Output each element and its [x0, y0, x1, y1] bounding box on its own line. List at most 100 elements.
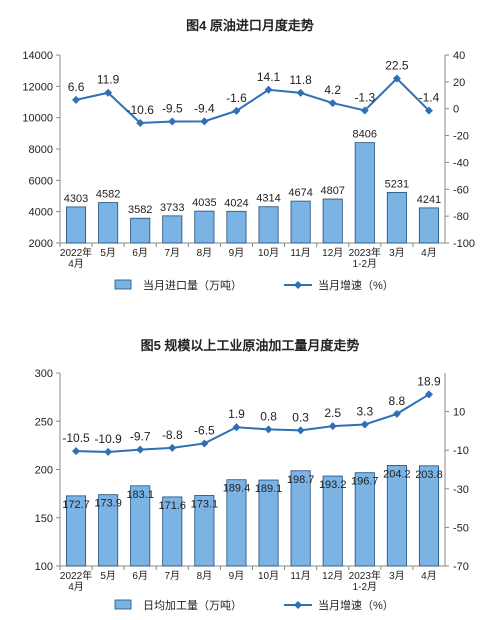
- value-label: 172.7: [62, 499, 90, 511]
- value-label: 173.9: [94, 498, 122, 510]
- bar: [226, 479, 247, 567]
- y-tick-label: 150: [35, 513, 53, 525]
- chart-panel: 图4 原油进口月度走势 2000 4000 6000 8000 10000 12000 140…: [22, 18, 475, 292]
- line-point: [136, 445, 145, 454]
- value-label: -9.5: [162, 101, 183, 115]
- bar: [226, 210, 247, 244]
- value-label: 198.7: [287, 474, 315, 486]
- legend-label: 当月增速（%）: [318, 598, 394, 612]
- value-label: 4024: [224, 197, 248, 209]
- y2-tick-label: 0: [453, 104, 459, 116]
- line-point: [168, 443, 177, 452]
- x-tick-label: 10月: [257, 571, 280, 582]
- y-tick-label: 10000: [22, 113, 53, 125]
- line-point: [424, 390, 433, 399]
- x-tick-label: 8月: [196, 248, 213, 259]
- value-label: 3733: [160, 202, 184, 214]
- bar: [386, 465, 407, 567]
- value-label: 4807: [320, 185, 344, 197]
- x-tick-label: 9月: [228, 248, 245, 259]
- value-label: 171.6: [159, 500, 187, 512]
- y-tick-label: 200: [35, 465, 53, 477]
- value-label: 189.4: [223, 483, 251, 495]
- line-point: [296, 88, 305, 97]
- bar: [130, 217, 151, 244]
- bar: [98, 494, 119, 567]
- value-label: 4582: [96, 189, 120, 201]
- bar: [354, 472, 375, 567]
- line-series: [76, 393, 430, 453]
- bar: [258, 479, 279, 567]
- y2-tick-label: 20: [453, 77, 465, 89]
- y2-tick-label: -80: [453, 211, 469, 223]
- x-tick-label: 11月: [290, 571, 311, 582]
- line-point: [296, 426, 305, 435]
- y2-tick-label: -60: [453, 184, 469, 196]
- value-label: 5231: [385, 178, 409, 190]
- bar: [290, 470, 311, 567]
- line-point: [392, 409, 401, 418]
- chart: 图5 规模以上工业原油加工量月度走势 100 150 200 250 300 -70 -50 -…: [35, 338, 469, 612]
- x-tick-label: 10月: [257, 248, 280, 259]
- line-point: [328, 422, 337, 431]
- value-label: 193.2: [319, 479, 347, 491]
- bar: [162, 215, 183, 244]
- value-label: 11.9: [97, 73, 120, 87]
- x-tick-label: 2022年 4月: [59, 248, 93, 270]
- line-point: [360, 420, 369, 429]
- value-label: 4.2: [324, 83, 341, 97]
- legend-label: 当月增速（%）: [318, 278, 394, 292]
- line-series: [75, 77, 430, 124]
- value-label: 4241: [417, 194, 441, 206]
- value-label: 204.2: [383, 468, 411, 480]
- x-tick-label: 7月: [164, 248, 181, 259]
- y-tick-label: 4000: [29, 207, 53, 219]
- value-label: -9.4: [194, 101, 215, 115]
- y2-tick-label: -10: [453, 445, 469, 457]
- value-label: 8406: [353, 129, 377, 141]
- value-label: -1.4: [419, 91, 440, 105]
- line-point: [392, 74, 401, 83]
- x-tick-label: 12月: [322, 248, 344, 259]
- bar: [322, 475, 343, 567]
- line-point: [136, 118, 145, 127]
- line-point: [264, 425, 273, 434]
- x-tick-label: 6月: [132, 248, 148, 259]
- value-label: 3.3: [356, 405, 373, 419]
- line-point: [200, 117, 209, 126]
- x-tick-label: 4月: [421, 571, 437, 582]
- y-tick-label: 8000: [29, 144, 53, 156]
- bar: [354, 142, 375, 244]
- x-tick-label: 2023年 1-2月: [348, 571, 381, 593]
- line-point: [360, 106, 369, 115]
- line-point: [72, 447, 81, 456]
- value-label: 6.6: [68, 80, 85, 94]
- y2-tick-label: -100: [453, 238, 475, 250]
- line-point: [264, 85, 273, 94]
- x-tick-label: 9月: [228, 571, 245, 582]
- value-label: -10.6: [127, 103, 155, 117]
- value-label: 8.8: [389, 394, 406, 408]
- legend-swatch: [114, 599, 132, 610]
- y-tick-label: 300: [35, 368, 53, 380]
- bar: [98, 202, 119, 244]
- value-label: 203.8: [415, 469, 443, 481]
- y2-tick-label: 10: [453, 407, 465, 419]
- y-tick-label: 100: [35, 561, 53, 573]
- line-point: [328, 99, 337, 108]
- y2-tick-label: -20: [453, 131, 469, 143]
- bar: [66, 206, 87, 244]
- x-tick-label: 5月: [100, 248, 116, 259]
- value-label: 14.1: [257, 70, 281, 84]
- legend-swatch: [114, 279, 132, 290]
- x-tick-label: 8月: [196, 571, 213, 582]
- value-label: -1.3: [354, 90, 375, 104]
- chart-title: 图5 规模以上工业原油加工量月度走势: [141, 338, 360, 353]
- line-point: [104, 88, 113, 97]
- x-tick-label: 3月: [389, 248, 405, 259]
- value-label: 173.1: [191, 498, 219, 510]
- value-label: 4314: [256, 193, 280, 205]
- y-tick-label: 250: [35, 416, 53, 428]
- bar: [194, 210, 215, 244]
- bar: [386, 191, 407, 244]
